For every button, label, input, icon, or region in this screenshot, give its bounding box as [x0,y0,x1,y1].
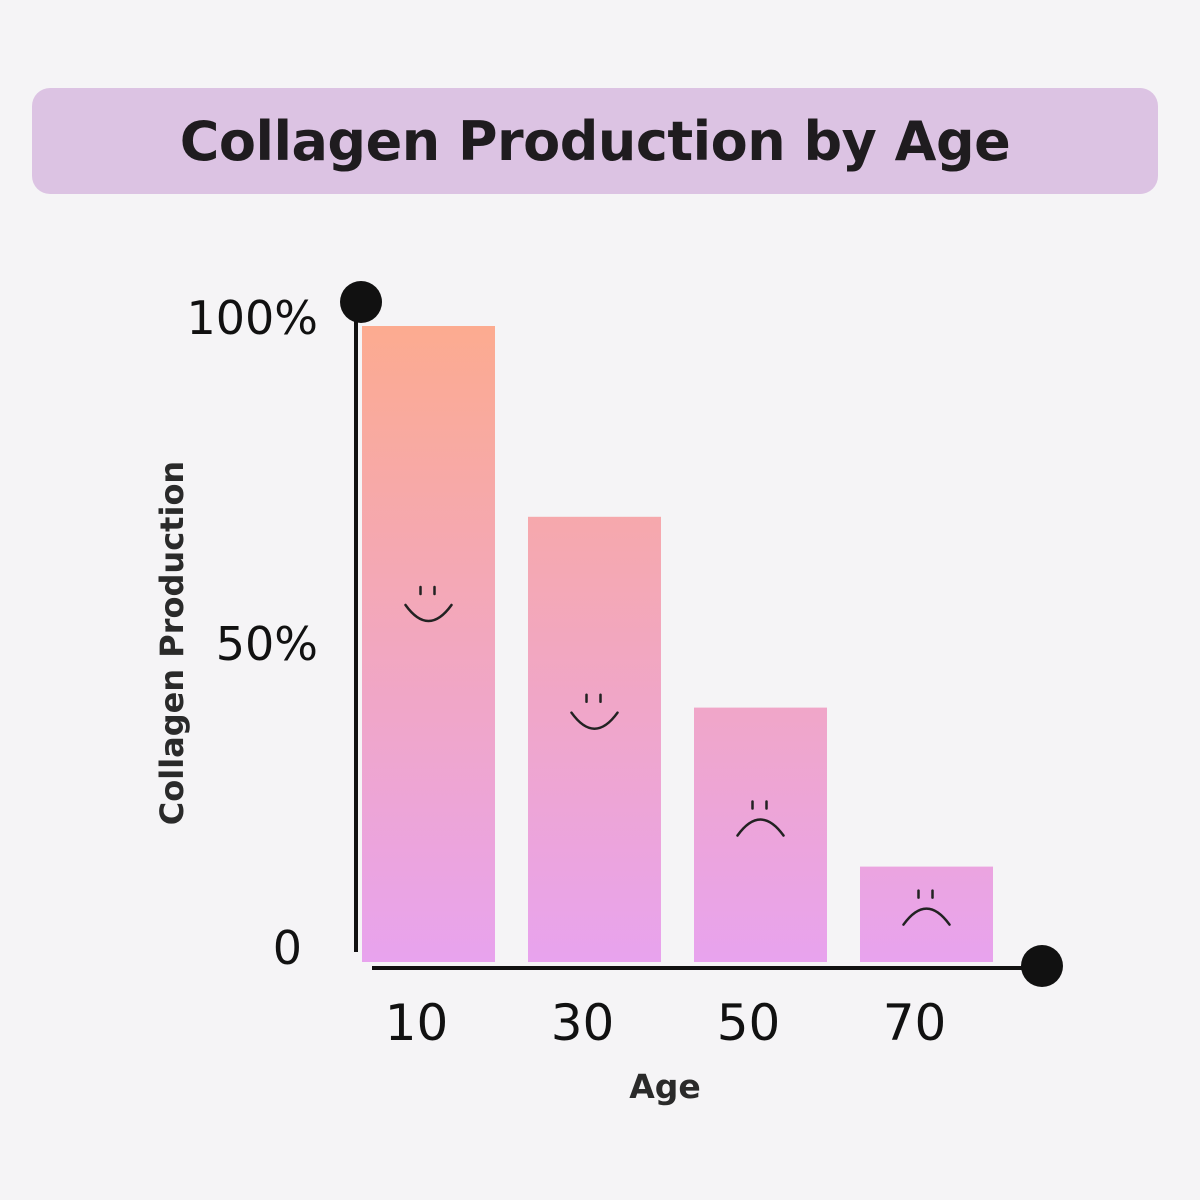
smiley-face-icon [570,693,619,730]
frowning-face-icon [902,889,951,926]
frowning-face-icon [736,800,785,837]
y-tick-label-50: 50% [216,617,318,671]
x-tick-label-10: 10 [385,994,449,1052]
y-axis-title: Collagen Production [153,461,191,825]
axes-layer [340,281,1063,987]
smiley-face-icon [404,585,453,623]
bars-layer [362,326,993,962]
bar-30 [528,516,661,962]
x-tick-label-50: 50 [717,994,781,1052]
y-tick-labels: 0 50% 100% [186,291,318,975]
x-tick-label-70: 70 [883,994,947,1052]
y-tick-label-0: 0 [273,921,302,975]
bar-10 [362,326,495,962]
x-tick-labels: 10 30 50 70 [385,994,947,1052]
bar-50 [694,707,827,962]
y-tick-label-100: 100% [186,291,318,345]
x-axis-title: Age [629,1067,701,1106]
bar-70 [860,866,993,962]
chart-title: Collagen Production by Age [179,109,1011,173]
faces-layer [404,585,951,926]
x-tick-label-30: 30 [551,994,615,1052]
x-axis-end-dot [1021,945,1063,987]
title-banner: Collagen Production by Age [32,88,1158,194]
y-axis-end-dot [340,281,382,323]
